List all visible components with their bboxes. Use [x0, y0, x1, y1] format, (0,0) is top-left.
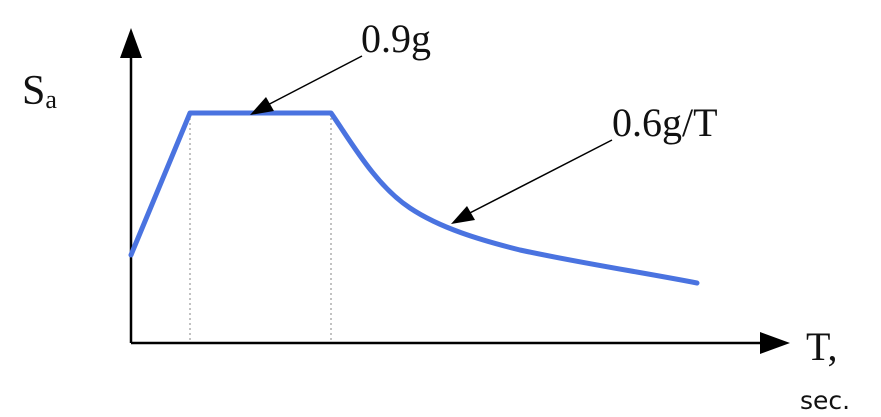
- plateau-arrow: [257, 55, 363, 111]
- x-axis-unit: sec.: [800, 386, 850, 415]
- decay-arrowhead: [451, 206, 475, 224]
- y-axis-arrowhead: [120, 28, 142, 58]
- y-axis-label: Sa: [22, 68, 57, 114]
- decay-arrow: [459, 139, 613, 219]
- y-axis-label-subscript: a: [45, 85, 57, 114]
- spectrum-curve: [128, 110, 700, 286]
- x-axis-label: T,: [806, 324, 837, 369]
- decay-label: 0.6g/T: [612, 100, 718, 145]
- plateau-label: 0.9g: [361, 16, 431, 61]
- plateau-arrowhead: [250, 97, 274, 115]
- y-axis-label-main: S: [22, 68, 45, 114]
- x-axis-arrowhead: [760, 332, 790, 354]
